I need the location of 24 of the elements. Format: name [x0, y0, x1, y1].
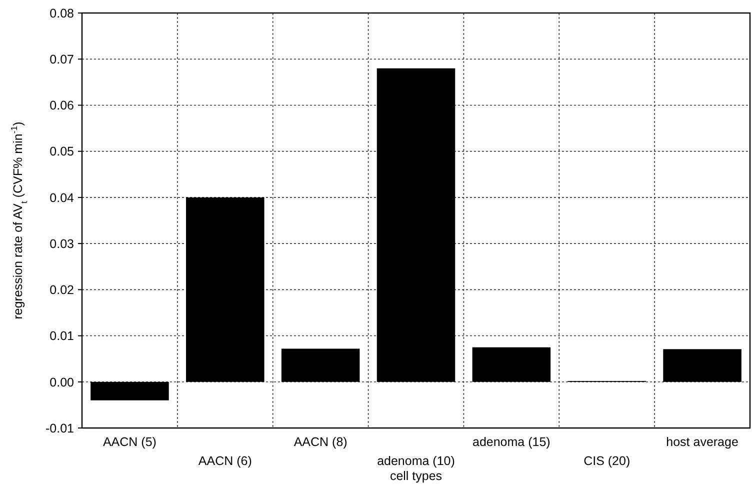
y-tick-label: 0.04	[50, 190, 74, 205]
y-tick-label: 0.05	[50, 144, 74, 159]
bar	[663, 349, 742, 382]
x-tick-label: AACN (8)	[294, 435, 348, 449]
y-tick-label: 0.06	[50, 98, 74, 113]
bar	[376, 68, 456, 382]
y-tick-label: 0.01	[50, 329, 74, 344]
x-tick-label: adenoma (10)	[377, 454, 455, 468]
bar	[186, 197, 264, 382]
bar	[281, 348, 360, 382]
y-tick-label: 0.03	[50, 236, 74, 251]
x-tick-label: CIS (20)	[584, 454, 630, 468]
y-tick-label: 0.02	[50, 283, 74, 298]
y-tick-label: 0.08	[50, 6, 74, 20]
bar	[472, 347, 551, 382]
y-tick-label: -0.01	[46, 421, 74, 436]
x-tick-label: AACN (6)	[198, 454, 252, 468]
x-tick-label: adenoma (15)	[472, 435, 550, 449]
y-tick-label: 0.07	[50, 52, 74, 66]
x-tick-label: AACN (5)	[102, 435, 156, 449]
x-tick-label: host average	[666, 435, 738, 449]
y-tick-label: 0.00	[50, 375, 74, 390]
x-axis-title: cell types	[390, 469, 442, 483]
bar	[90, 382, 169, 400]
